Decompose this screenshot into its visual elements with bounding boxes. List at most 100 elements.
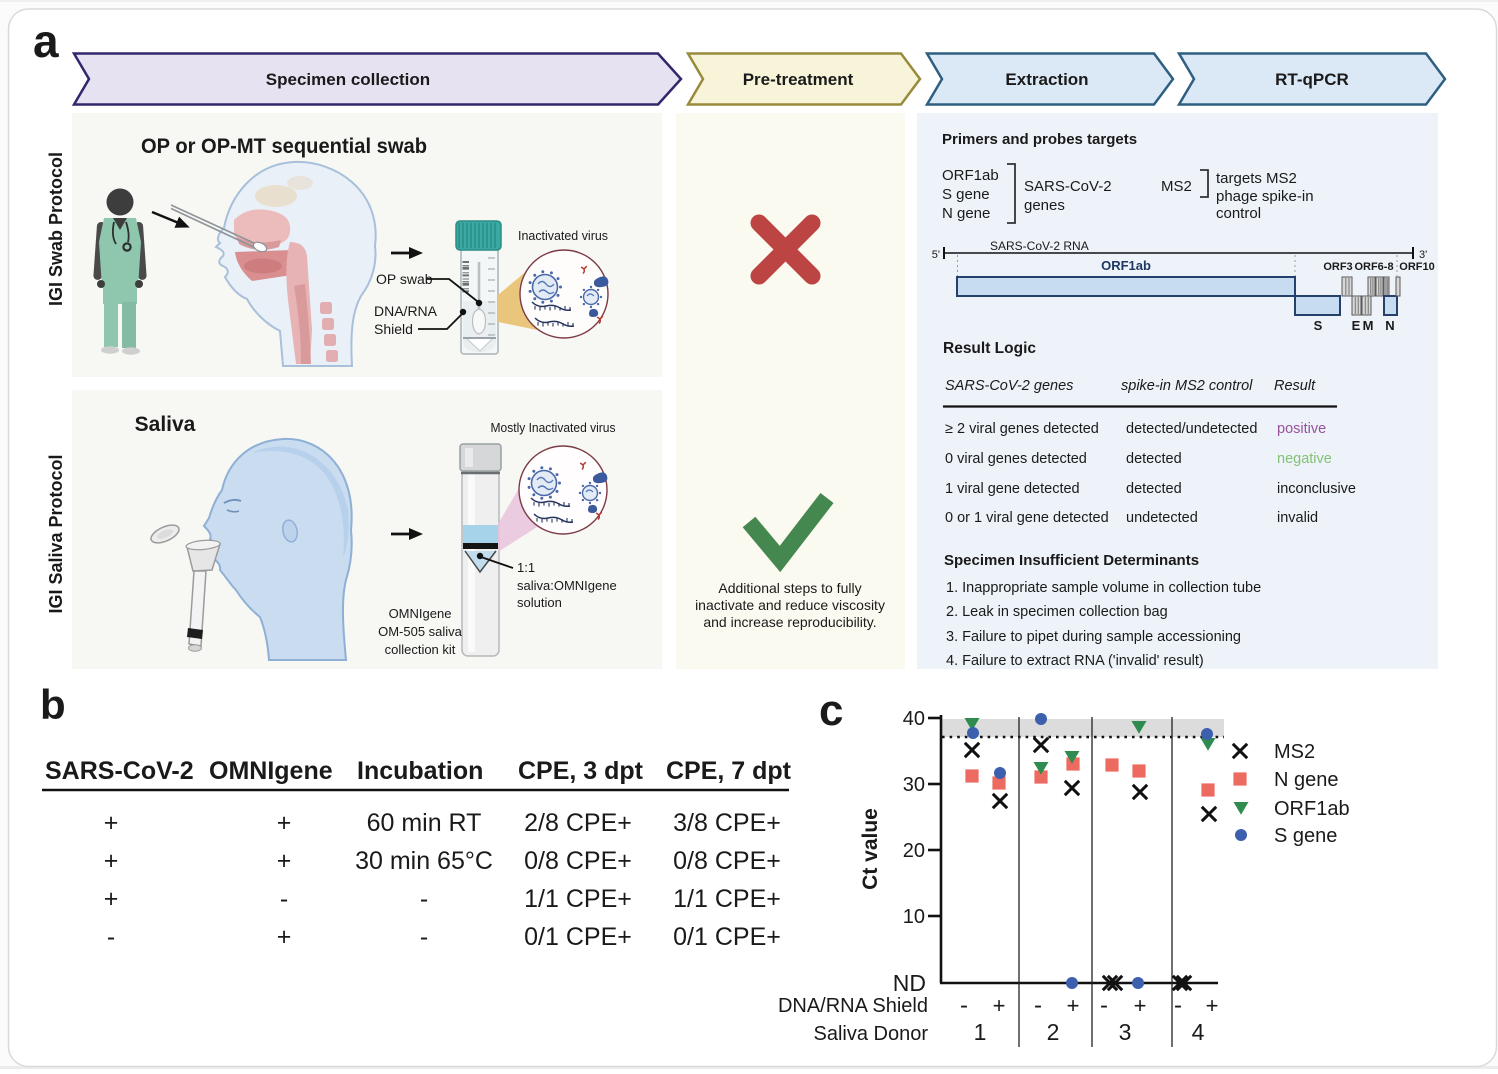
svg-text:Result: Result: [1274, 378, 1316, 394]
svg-text:ORF6-8: ORF6-8: [1354, 261, 1393, 273]
svg-text:4. Failure to extract RNA ('in: 4. Failure to extract RNA ('invalid' res…: [946, 653, 1204, 669]
svg-text:control: control: [1216, 205, 1261, 222]
svg-text:1: 1: [974, 1019, 987, 1045]
svg-text:-: -: [420, 885, 428, 913]
svg-text:1/1 CPE+: 1/1 CPE+: [524, 885, 632, 913]
svg-text:IGI Swab Protocol: IGI Swab Protocol: [46, 152, 66, 306]
svg-text:negative: negative: [1277, 451, 1332, 467]
svg-text:OMNIgene: OMNIgene: [389, 606, 452, 621]
svg-text:Primers and probes targets: Primers and probes targets: [942, 131, 1137, 148]
svg-text:1/1 CPE+: 1/1 CPE+: [673, 885, 781, 913]
svg-text:2: 2: [1047, 1019, 1060, 1045]
svg-text:3/8 CPE+: 3/8 CPE+: [673, 809, 781, 837]
svg-text:0/1 CPE+: 0/1 CPE+: [673, 923, 781, 951]
svg-text:0 viral genes detected: 0 viral genes detected: [945, 451, 1087, 467]
svg-text:Extraction: Extraction: [1005, 70, 1088, 89]
svg-text:-: -: [107, 923, 115, 951]
svg-text:S gene: S gene: [1274, 825, 1337, 847]
svg-text:OM-505 saliva: OM-505 saliva: [378, 624, 463, 639]
svg-text:+: +: [1206, 993, 1219, 1018]
svg-text:Specimen Insufficient Determin: Specimen Insufficient Determinants: [944, 552, 1199, 569]
svg-text:RT-qPCR: RT-qPCR: [1275, 70, 1349, 89]
svg-text:detected: detected: [1126, 481, 1182, 497]
svg-text:0/8 CPE+: 0/8 CPE+: [524, 847, 632, 875]
svg-text:0/1 CPE+: 0/1 CPE+: [524, 923, 632, 951]
svg-text:-: -: [1174, 992, 1182, 1019]
svg-text:SARS-CoV-2: SARS-CoV-2: [45, 757, 194, 785]
svg-text:5': 5': [932, 249, 940, 261]
svg-text:Inactivated virus: Inactivated virus: [518, 228, 608, 243]
svg-text:ND: ND: [893, 970, 926, 996]
svg-text:SARS-CoV-2: SARS-CoV-2: [1024, 178, 1112, 195]
svg-text:20: 20: [903, 840, 925, 862]
svg-text:+: +: [277, 923, 292, 951]
svg-text:Ct value: Ct value: [859, 808, 882, 890]
svg-text:2. Leak in specimen collection: 2. Leak in specimen collection bag: [946, 604, 1168, 620]
svg-text:SARS-CoV-2 genes: SARS-CoV-2 genes: [945, 378, 1073, 394]
svg-text:+: +: [277, 809, 292, 837]
svg-text:-: -: [1034, 992, 1042, 1019]
svg-text:-: -: [960, 992, 968, 1019]
svg-text:OP or OP-MT sequential swab: OP or OP-MT sequential swab: [141, 135, 427, 158]
svg-text:1:1: 1:1: [517, 560, 535, 575]
svg-text:Mostly Inactivated virus: Mostly Inactivated virus: [491, 420, 616, 435]
svg-text:phage spike-in: phage spike-in: [1216, 188, 1314, 205]
svg-text:S gene: S gene: [942, 186, 990, 203]
svg-text:positive: positive: [1277, 421, 1326, 437]
svg-text:inactivate and reduce viscosit: inactivate and reduce viscosity: [695, 597, 885, 613]
svg-text:detected: detected: [1126, 451, 1182, 467]
svg-text:1 viral gene detected: 1 viral gene detected: [945, 481, 1080, 497]
svg-text:SARS-CoV-2 RNA: SARS-CoV-2 RNA: [990, 239, 1089, 253]
svg-text:+: +: [104, 847, 119, 875]
svg-text:inconclusive: inconclusive: [1277, 481, 1356, 497]
svg-text:OP swab: OP swab: [376, 271, 433, 287]
svg-text:60 min RT: 60 min RT: [367, 809, 482, 837]
svg-text:3: 3: [1119, 1019, 1132, 1045]
svg-text:Saliva: Saliva: [135, 413, 196, 436]
svg-text:MS2: MS2: [1161, 178, 1192, 195]
svg-text:3': 3': [1419, 249, 1427, 261]
svg-text:+: +: [1134, 993, 1147, 1018]
svg-text:c: c: [819, 686, 843, 735]
svg-text:ORF1ab: ORF1ab: [942, 167, 999, 184]
svg-text:Incubation: Incubation: [357, 757, 483, 785]
svg-text:3. Failure to pipet during sam: 3. Failure to pipet during sample access…: [946, 629, 1241, 645]
svg-text:1. Inappropriate sample volume: 1. Inappropriate sample volume in collec…: [946, 580, 1261, 596]
svg-text:CPE, 7 dpt: CPE, 7 dpt: [666, 757, 792, 785]
svg-text:DNA/RNA: DNA/RNA: [374, 303, 438, 319]
svg-text:genes: genes: [1024, 197, 1065, 214]
svg-text:+: +: [104, 885, 119, 913]
svg-text:M: M: [1363, 318, 1374, 333]
svg-text:ORF3: ORF3: [1323, 261, 1352, 273]
svg-text:S: S: [1314, 318, 1323, 333]
svg-text:Shield: Shield: [374, 321, 413, 337]
svg-text:Result Logic: Result Logic: [943, 340, 1036, 357]
svg-text:invalid: invalid: [1277, 510, 1318, 526]
svg-text:MS2: MS2: [1274, 741, 1315, 763]
svg-text:a: a: [33, 15, 59, 67]
svg-text:ORF10: ORF10: [1399, 261, 1434, 273]
svg-text:solution: solution: [517, 595, 562, 610]
svg-text:0 or 1 viral gene detected: 0 or 1 viral gene detected: [945, 510, 1109, 526]
svg-text:4: 4: [1192, 1019, 1205, 1045]
svg-text:CPE, 3 dpt: CPE, 3 dpt: [518, 757, 644, 785]
svg-text:≥ 2 viral genes detected: ≥ 2 viral genes detected: [945, 421, 1099, 437]
svg-text:ORF1ab: ORF1ab: [1101, 258, 1151, 273]
svg-text:spike-in MS2 control: spike-in MS2 control: [1121, 378, 1253, 394]
svg-text:b: b: [40, 681, 66, 728]
svg-text:undetected: undetected: [1126, 510, 1198, 526]
svg-text:+: +: [993, 993, 1006, 1018]
svg-text:-: -: [280, 885, 288, 913]
svg-text:IGI Saliva Protocol: IGI Saliva Protocol: [46, 454, 66, 613]
svg-text:E: E: [1352, 318, 1361, 333]
svg-text:30: 30: [903, 774, 925, 796]
svg-text:+: +: [1067, 993, 1080, 1018]
svg-text:N gene: N gene: [1274, 769, 1339, 791]
svg-text:Specimen collection: Specimen collection: [266, 70, 430, 89]
svg-text:Additional steps to fully: Additional steps to fully: [718, 580, 861, 596]
svg-text:+: +: [277, 847, 292, 875]
svg-text:ORF1ab: ORF1ab: [1274, 798, 1350, 820]
svg-text:30 min 65°C: 30 min 65°C: [355, 847, 493, 875]
svg-text:DNA/RNA Shield: DNA/RNA Shield: [778, 995, 928, 1017]
svg-text:10: 10: [903, 906, 925, 928]
